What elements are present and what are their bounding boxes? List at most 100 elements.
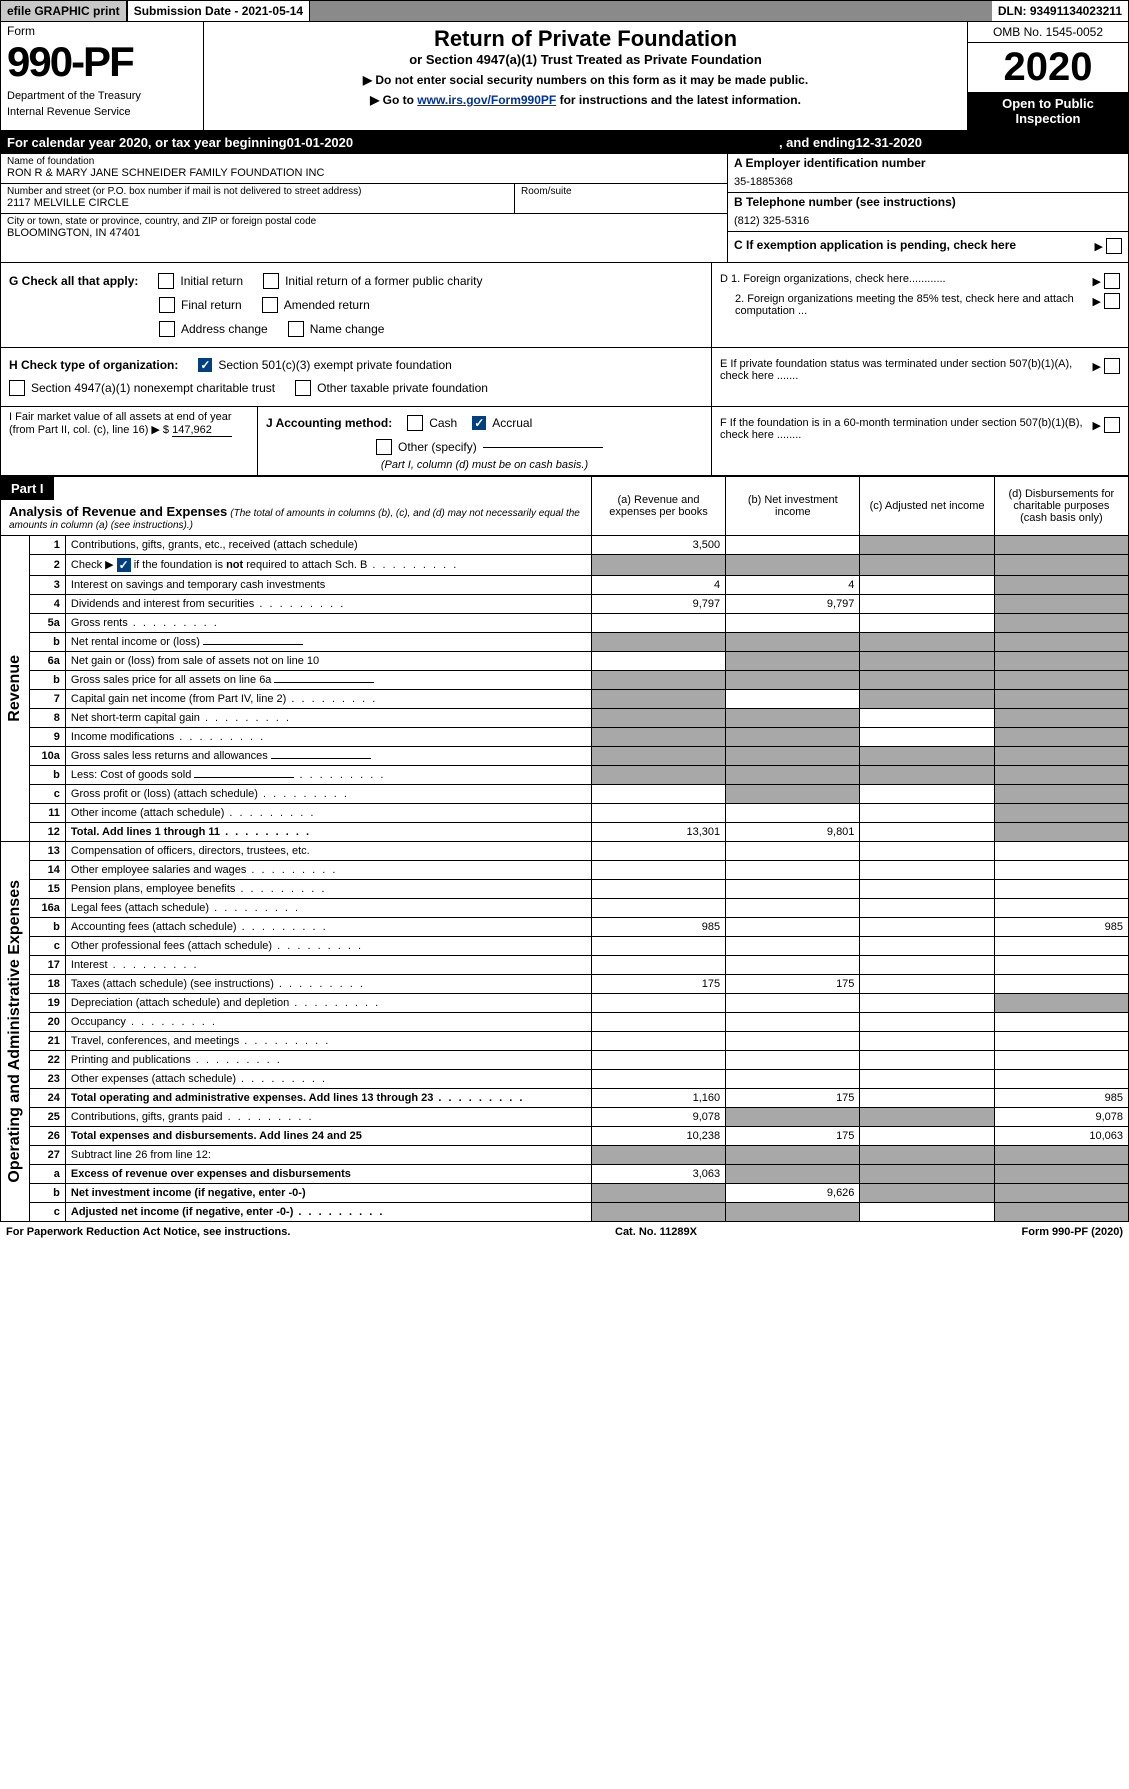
row-number: 3 [30, 576, 66, 595]
expenses-section-label: Operating and Administrative Expenses [6, 880, 24, 1183]
irs-link[interactable]: www.irs.gov/Form990PF [417, 93, 556, 107]
form-label: Form [7, 24, 197, 38]
i-value: 147,962 [172, 424, 232, 437]
e-label: E If private foundation status was termi… [720, 358, 1087, 382]
value-cell [860, 861, 994, 880]
final-return-checkbox[interactable] [159, 297, 175, 313]
value-cell [860, 1089, 994, 1108]
value-cell: 10,238 [591, 1127, 725, 1146]
value-cell [994, 1070, 1128, 1089]
value-cell [860, 994, 994, 1013]
accrual-checkbox[interactable]: ✓ [472, 416, 486, 430]
value-cell: 10,063 [994, 1127, 1128, 1146]
room-cell: Room/suite [515, 184, 727, 213]
part1-title: Analysis of Revenue and Expenses [9, 504, 227, 519]
initial-former-checkbox[interactable] [263, 273, 279, 289]
tax-year: 2020 [968, 43, 1128, 92]
row-description: Other employee salaries and wages [65, 861, 591, 880]
g-checks: G Check all that apply: Initial return I… [1, 263, 712, 347]
value-cell [860, 842, 994, 861]
row-description: Other income (attach schedule) [65, 804, 591, 823]
row-description: Subtract line 26 from line 12: [65, 1146, 591, 1165]
d2-checkbox[interactable] [1104, 293, 1120, 309]
form-instruction-2: ▶ Go to www.irs.gov/Form990PF for instru… [214, 93, 957, 107]
department: Department of the Treasury [7, 90, 197, 102]
f-checkbox[interactable] [1104, 417, 1120, 433]
row-number: 1 [30, 536, 66, 555]
value-cell [860, 1051, 994, 1070]
entity-right: A Employer identification number 35-1885… [727, 154, 1128, 262]
part1-body: Revenue1Contributions, gifts, grants, et… [1, 536, 1129, 1222]
value-cell [994, 861, 1128, 880]
value-cell [860, 1070, 994, 1089]
row-description: Accounting fees (attach schedule) [65, 918, 591, 937]
501c3-checkbox[interactable]: ✓ [198, 358, 212, 372]
table-row: bGross sales price for all assets on lin… [1, 671, 1129, 690]
other-taxable-label: Other taxable private foundation [317, 381, 488, 395]
street-row: Number and street (or P.O. box number if… [1, 184, 727, 214]
row-description: Gross sales price for all assets on line… [65, 671, 591, 690]
row-description: Legal fees (attach schedule) [65, 899, 591, 918]
table-row: bAccounting fees (attach schedule)985985 [1, 918, 1129, 937]
table-row: 25Contributions, gifts, grants paid9,078… [1, 1108, 1129, 1127]
row-description: Interest [65, 956, 591, 975]
value-cell [860, 899, 994, 918]
row-description: Pension plans, employee benefits [65, 880, 591, 899]
cash-checkbox[interactable] [407, 415, 423, 431]
value-cell [726, 804, 860, 823]
efile-print-button[interactable]: efile GRAPHIC print [1, 1, 127, 21]
open-to-public: Open to Public Inspection [968, 92, 1128, 130]
part1-table: Part I Analysis of Revenue and Expenses … [0, 476, 1129, 1222]
value-cell [726, 994, 860, 1013]
row-number: c [30, 1203, 66, 1222]
row-description: Total expenses and disbursements. Add li… [65, 1127, 591, 1146]
e-checkbox[interactable] [1104, 358, 1120, 374]
table-row: 17Interest [1, 956, 1129, 975]
row-number: b [30, 671, 66, 690]
value-cell [726, 709, 860, 728]
value-cell [591, 785, 725, 804]
initial-return-checkbox[interactable] [158, 273, 174, 289]
value-cell [860, 652, 994, 671]
value-cell [860, 823, 994, 842]
sch-b-checkbox[interactable]: ✓ [117, 558, 131, 572]
other-method-checkbox[interactable] [376, 439, 392, 455]
value-cell: 985 [994, 918, 1128, 937]
row-description: Occupancy [65, 1013, 591, 1032]
name-change-checkbox[interactable] [288, 321, 304, 337]
value-cell: 4 [726, 576, 860, 595]
other-taxable-checkbox[interactable] [295, 380, 311, 396]
value-cell [860, 633, 994, 652]
value-cell [860, 671, 994, 690]
table-row: bNet investment income (if negative, ent… [1, 1184, 1129, 1203]
value-cell [726, 555, 860, 576]
row-description: Gross profit or (loss) (attach schedule) [65, 785, 591, 804]
value-cell: 9,626 [726, 1184, 860, 1203]
value-cell [994, 804, 1128, 823]
amended-return-checkbox[interactable] [262, 297, 278, 313]
cat-number: Cat. No. 11289X [615, 1226, 697, 1238]
form-year-block: OMB No. 1545-0052 2020 Open to Public In… [967, 22, 1128, 130]
row-number: 11 [30, 804, 66, 823]
value-cell [591, 766, 725, 785]
pending-label: C If exemption application is pending, c… [734, 238, 1016, 252]
value-cell [726, 728, 860, 747]
value-cell: 175 [591, 975, 725, 994]
table-row: 7Capital gain net income (from Part IV, … [1, 690, 1129, 709]
value-cell [726, 747, 860, 766]
value-cell [591, 1203, 725, 1222]
row-number: b [30, 766, 66, 785]
value-cell [994, 652, 1128, 671]
pending-checkbox[interactable] [1106, 238, 1122, 254]
part1-label: Part I [1, 477, 54, 500]
row-description: Dividends and interest from securities [65, 595, 591, 614]
address-change-checkbox[interactable] [159, 321, 175, 337]
amended-label: Amended return [284, 298, 370, 312]
table-row: 11Other income (attach schedule) [1, 804, 1129, 823]
row-number: 10a [30, 747, 66, 766]
value-cell [591, 555, 725, 576]
table-row: 6aNet gain or (loss) from sale of assets… [1, 652, 1129, 671]
d1-checkbox[interactable] [1104, 273, 1120, 289]
4947-checkbox[interactable] [9, 380, 25, 396]
name-label: Name of foundation [7, 156, 721, 167]
